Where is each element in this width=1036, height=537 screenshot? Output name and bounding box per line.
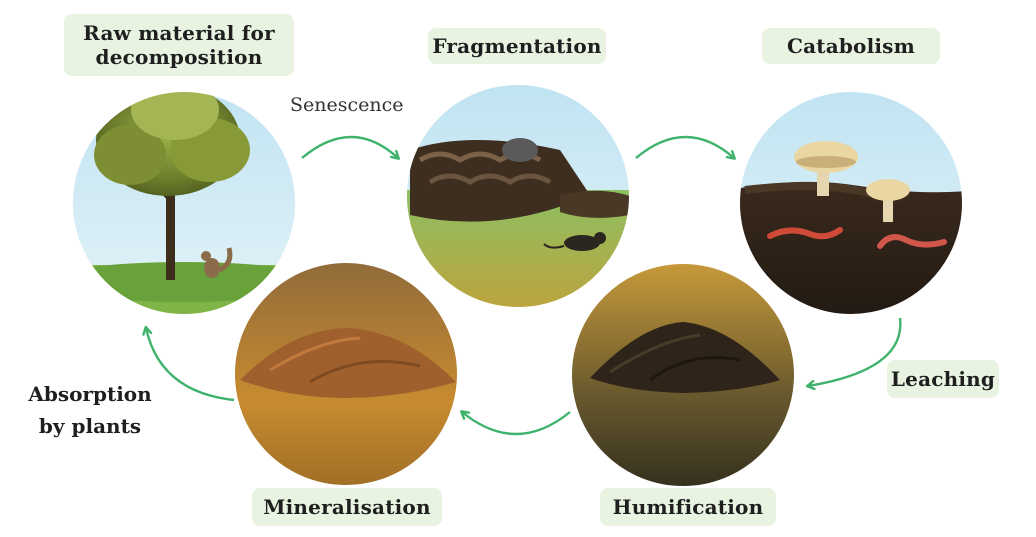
label-raw-material-line1: Raw material for (83, 21, 275, 45)
label-catabolism: Catabolism (762, 28, 940, 64)
humification-image (571, 263, 795, 487)
mineralisation-image (234, 262, 458, 486)
arrow-fragmentation-to-catabolism (635, 135, 734, 158)
label-absorption-line2: by plants (38, 414, 142, 438)
arrow-leaching (808, 317, 902, 386)
fragmentation-image (406, 84, 630, 308)
label-mineralisation: Mineralisation (252, 488, 442, 526)
label-absorption-line1: Absorption (28, 382, 152, 406)
label-leaching: Leaching (887, 360, 999, 398)
arrow-absorption (146, 328, 235, 402)
label-raw-material-line2: decomposition (95, 45, 263, 69)
label-fragmentation: Fragmentation (428, 28, 606, 64)
label-absorption: Absorption by plants (20, 378, 160, 442)
raw-material-image (72, 91, 296, 315)
label-humification: Humification (600, 488, 776, 526)
arrow-humification-to-mineralisation (462, 412, 571, 436)
label-senescence: Senescence (290, 94, 404, 116)
arrow-senescence (301, 135, 398, 158)
catabolism-image (739, 91, 963, 315)
label-raw-material: Raw material for decomposition (64, 14, 294, 76)
